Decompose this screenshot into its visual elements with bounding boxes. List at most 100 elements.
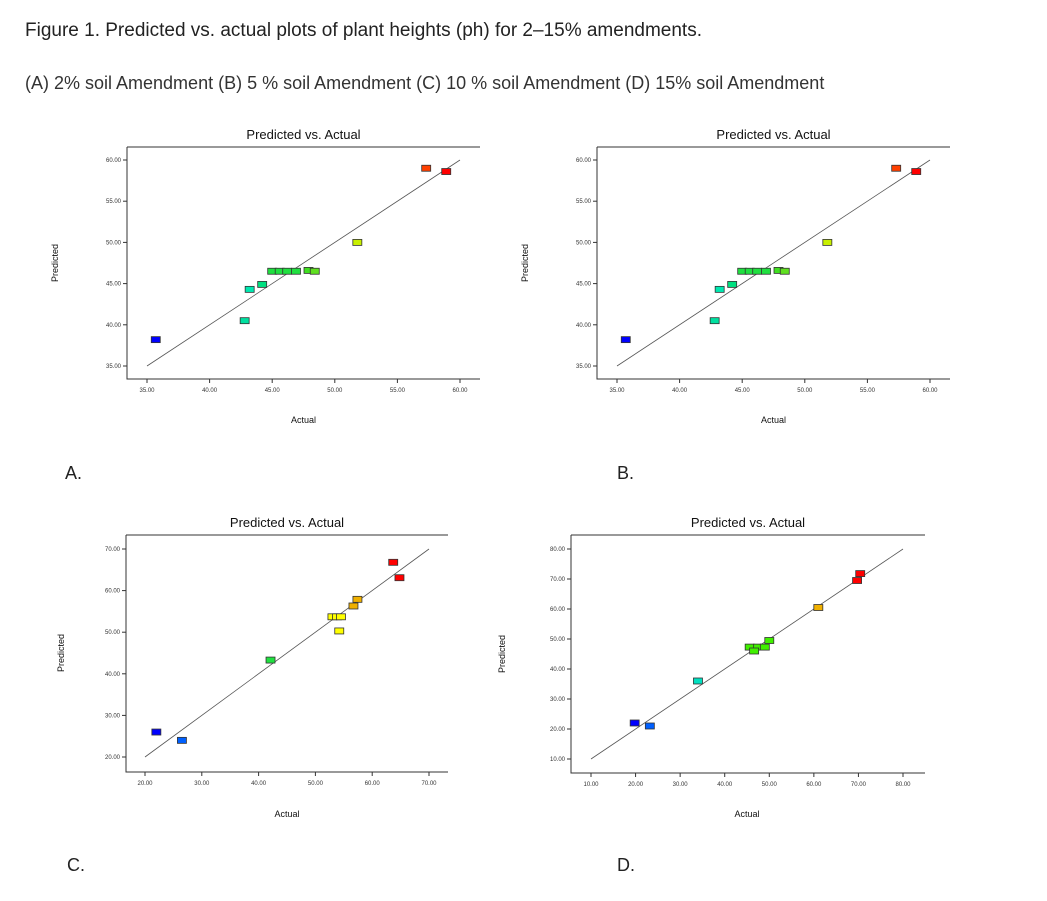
caption-label: Figure 1. <box>25 20 100 41</box>
x-tick-label: 40.00 <box>251 781 267 787</box>
data-point <box>177 736 187 744</box>
y-tick-label: 40.00 <box>105 672 121 678</box>
y-tick-label: 10.00 <box>550 757 566 763</box>
y-tick-label: 30.00 <box>105 713 121 719</box>
x-axis-label: Actual <box>291 415 316 425</box>
x-tick-label: 50.00 <box>308 781 324 787</box>
x-tick-label: 55.00 <box>390 388 406 394</box>
y-tick-label: 70.00 <box>550 577 566 583</box>
data-point <box>441 168 452 175</box>
y-tick-label: 35.00 <box>576 364 592 370</box>
data-point <box>348 602 359 610</box>
data-point <box>282 267 293 275</box>
data-point <box>620 336 631 344</box>
data-point <box>813 604 824 611</box>
y-tick-label: 40.00 <box>550 667 566 673</box>
x-axis-label: Actual <box>274 809 299 819</box>
data-point <box>352 595 363 603</box>
x-tick-label: 40.00 <box>672 388 688 394</box>
data-point <box>761 267 771 275</box>
data-point <box>291 267 301 275</box>
data-point <box>265 656 276 664</box>
y-tick-label: 60.00 <box>550 607 566 613</box>
data-point <box>822 238 833 246</box>
data-point <box>714 285 725 293</box>
x-tick-label: 60.00 <box>806 782 822 788</box>
y-tick-label: 55.00 <box>106 199 122 205</box>
data-point <box>764 637 775 644</box>
x-tick-label: 40.00 <box>717 782 733 788</box>
x-tick-label: 30.00 <box>673 782 689 788</box>
x-tick-label: 60.00 <box>452 388 468 394</box>
x-tick-label: 50.00 <box>762 782 778 788</box>
y-axis-label: Predicted <box>520 244 530 282</box>
y-tick-label: 50.00 <box>576 240 592 246</box>
x-tick-label: 60.00 <box>922 388 938 394</box>
x-tick-label: 45.00 <box>735 388 751 394</box>
data-point <box>709 317 720 325</box>
data-point <box>911 168 922 175</box>
y-tick-label: 40.00 <box>106 323 122 329</box>
data-point <box>394 574 405 582</box>
data-point <box>151 728 162 736</box>
x-tick-label: 35.00 <box>139 388 155 394</box>
y-axis-label: Predicted <box>50 244 60 282</box>
data-point <box>779 267 790 275</box>
plot-frame <box>596 146 950 380</box>
y-tick-label: 70.00 <box>105 547 121 553</box>
x-tick-label: 40.00 <box>202 388 218 394</box>
panel-label-d: D. <box>617 855 635 875</box>
figure-caption: Figure 1. Predicted vs. actual plots of … <box>25 20 702 42</box>
x-tick-label: 10.00 <box>583 782 599 788</box>
x-tick-label: 60.00 <box>365 781 381 787</box>
y-tick-label: 45.00 <box>576 282 592 288</box>
data-point <box>239 317 250 325</box>
x-tick-label: 20.00 <box>628 782 644 788</box>
x-tick-label: 45.00 <box>265 388 281 394</box>
reference-line <box>146 159 461 367</box>
data-point <box>891 164 902 172</box>
figure-subcaption: (A) 2% soil Amendment (B) 5 % soil Amend… <box>25 73 825 93</box>
plot-frame <box>126 146 480 380</box>
x-tick-label: 80.00 <box>895 782 911 788</box>
x-axis-label: Actual <box>734 809 759 819</box>
data-point <box>727 281 738 288</box>
y-tick-label: 50.00 <box>105 630 121 636</box>
data-point <box>693 677 703 685</box>
y-axis-label: Predicted <box>56 634 66 672</box>
data-point <box>244 285 255 293</box>
y-tick-label: 80.00 <box>550 547 566 553</box>
x-tick-label: 30.00 <box>194 781 210 787</box>
panel-label-c: C. <box>67 855 85 875</box>
data-point <box>852 577 862 584</box>
x-tick-label: 35.00 <box>609 388 625 394</box>
x-tick-label: 70.00 <box>851 782 867 788</box>
panel-label-b: B. <box>617 463 635 483</box>
data-point <box>421 164 432 172</box>
y-tick-label: 45.00 <box>106 282 122 288</box>
x-tick-label: 20.00 <box>137 781 153 787</box>
data-point <box>309 267 320 275</box>
y-tick-label: 60.00 <box>105 589 121 595</box>
y-tick-label: 20.00 <box>550 727 566 733</box>
panel-label-a: A. <box>65 463 83 483</box>
chart-title: Predicted vs. Actual <box>230 515 344 530</box>
y-tick-label: 40.00 <box>576 323 592 329</box>
chart-title: Predicted vs. Actual <box>716 127 830 142</box>
data-point <box>257 281 268 288</box>
data-point <box>150 336 161 344</box>
y-tick-label: 35.00 <box>106 364 122 370</box>
y-tick-label: 55.00 <box>576 199 592 205</box>
x-tick-label: 50.00 <box>327 388 343 394</box>
y-axis-label: Predicted <box>497 635 507 673</box>
y-tick-label: 50.00 <box>550 637 566 643</box>
data-point <box>334 627 345 635</box>
data-point <box>749 647 760 655</box>
plot-frame <box>125 534 448 773</box>
chart-title: Predicted vs. Actual <box>691 515 805 530</box>
x-tick-label: 55.00 <box>860 388 876 394</box>
data-point <box>752 267 763 275</box>
y-tick-label: 50.00 <box>106 240 122 246</box>
x-tick-label: 50.00 <box>797 388 813 394</box>
